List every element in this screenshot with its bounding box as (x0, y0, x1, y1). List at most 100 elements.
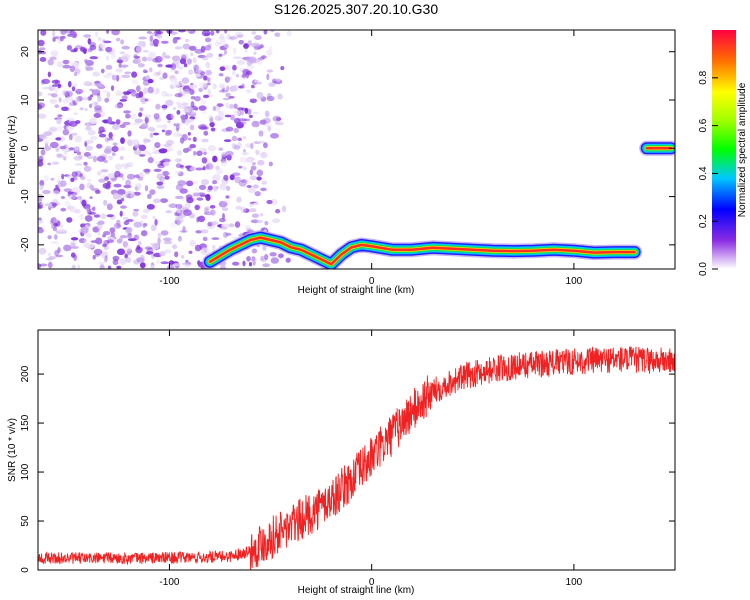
noise-speckle (261, 180, 267, 185)
noise-speckle (156, 124, 164, 128)
noise-speckle (91, 89, 101, 96)
noise-speckle (252, 184, 259, 189)
noise-speckle (133, 149, 142, 156)
noise-speckle (248, 262, 253, 267)
noise-speckle (188, 137, 191, 141)
noise-speckle (192, 136, 197, 142)
noise-speckle (247, 40, 252, 46)
noise-speckle (212, 174, 221, 180)
noise-speckle (110, 176, 118, 182)
noise-speckle (115, 119, 121, 125)
noise-speckle (145, 74, 151, 80)
noise-speckle (175, 195, 184, 200)
noise-speckle (264, 110, 270, 118)
noise-speckle (83, 242, 90, 248)
noise-speckle (87, 96, 92, 101)
noise-speckle (200, 229, 209, 234)
noise-speckle (97, 230, 101, 237)
noise-speckle (138, 240, 142, 246)
noise-speckle (158, 70, 162, 73)
noise-speckle (52, 218, 60, 223)
noise-speckle (38, 204, 43, 210)
noise-speckle (152, 38, 159, 46)
noise-speckle (221, 223, 230, 228)
noise-speckle (69, 65, 76, 73)
noise-speckle (115, 68, 123, 73)
noise-speckle (83, 152, 91, 157)
noise-speckle (224, 30, 228, 34)
noise-speckle (115, 90, 124, 97)
noise-speckle (49, 56, 57, 61)
noise-speckle (226, 185, 231, 191)
noise-speckle (112, 142, 118, 146)
noise-speckle (174, 93, 183, 98)
noise-speckle (89, 196, 93, 200)
noise-speckle (39, 57, 47, 62)
noise-speckle (52, 30, 56, 38)
noise-speckle (126, 227, 133, 233)
noise-speckle (86, 208, 91, 212)
noise-speckle (108, 132, 113, 139)
noise-speckle (124, 71, 132, 75)
noise-speckle (256, 219, 264, 224)
noise-speckle (159, 176, 165, 183)
snr-y-axis: 0 50 100 150 200 (20, 365, 675, 573)
noise-speckle (217, 103, 224, 107)
noise-speckle (260, 187, 267, 192)
noise-speckle (50, 241, 59, 244)
noise-speckle (68, 133, 73, 141)
noise-speckle (224, 150, 234, 157)
noise-speckle (59, 36, 64, 42)
noise-speckle (179, 58, 187, 65)
noise-speckle (70, 177, 75, 183)
noise-speckle (124, 235, 133, 239)
noise-speckle (194, 244, 202, 252)
spectrogram-y-axis: -20 -10 0 10 20 (20, 46, 675, 252)
noise-speckle (212, 244, 216, 251)
noise-speckle (92, 71, 100, 77)
noise-speckle (165, 210, 172, 214)
noise-speckle (116, 224, 122, 228)
noise-speckle (98, 130, 103, 135)
noise-speckle (72, 82, 78, 88)
noise-speckle (162, 170, 170, 177)
noise-speckle (75, 88, 84, 94)
noise-speckle (142, 69, 148, 73)
noise-speckle (198, 147, 207, 152)
noise-speckle (96, 222, 105, 225)
noise-speckle (218, 53, 223, 57)
noise-speckle (221, 152, 227, 158)
noise-speckle (167, 120, 171, 124)
noise-speckle (125, 245, 132, 252)
noise-speckle (68, 81, 72, 88)
noise-speckle (175, 163, 182, 169)
noise-speckle (44, 145, 51, 151)
noise-speckle (259, 44, 264, 49)
noise-speckle (219, 34, 224, 40)
noise-speckle (63, 188, 72, 193)
spectrogram-frame (37, 29, 676, 270)
noise-speckle (210, 221, 219, 226)
noise-speckle (270, 30, 275, 33)
noise-speckle (272, 115, 282, 122)
noise-speckle (98, 178, 106, 183)
noise-speckle (112, 259, 119, 266)
noise-speckle (131, 79, 139, 85)
noise-speckle (84, 108, 88, 111)
noise-speckle (200, 45, 206, 53)
noise-speckle (240, 121, 247, 125)
noise-speckle (238, 39, 244, 45)
noise-speckle (205, 194, 211, 201)
noise-speckle (254, 79, 259, 83)
noise-speckle (89, 136, 98, 140)
noise-speckle (267, 125, 271, 132)
noise-speckle (123, 220, 130, 226)
noise-speckle (264, 221, 269, 226)
noise-speckle (160, 230, 169, 236)
noise-speckle (181, 134, 188, 141)
noise-speckle (194, 167, 204, 171)
noise-speckle (225, 92, 231, 98)
noise-speckle (233, 56, 242, 59)
noise-speckle (143, 70, 149, 74)
noise-speckle (175, 183, 184, 191)
